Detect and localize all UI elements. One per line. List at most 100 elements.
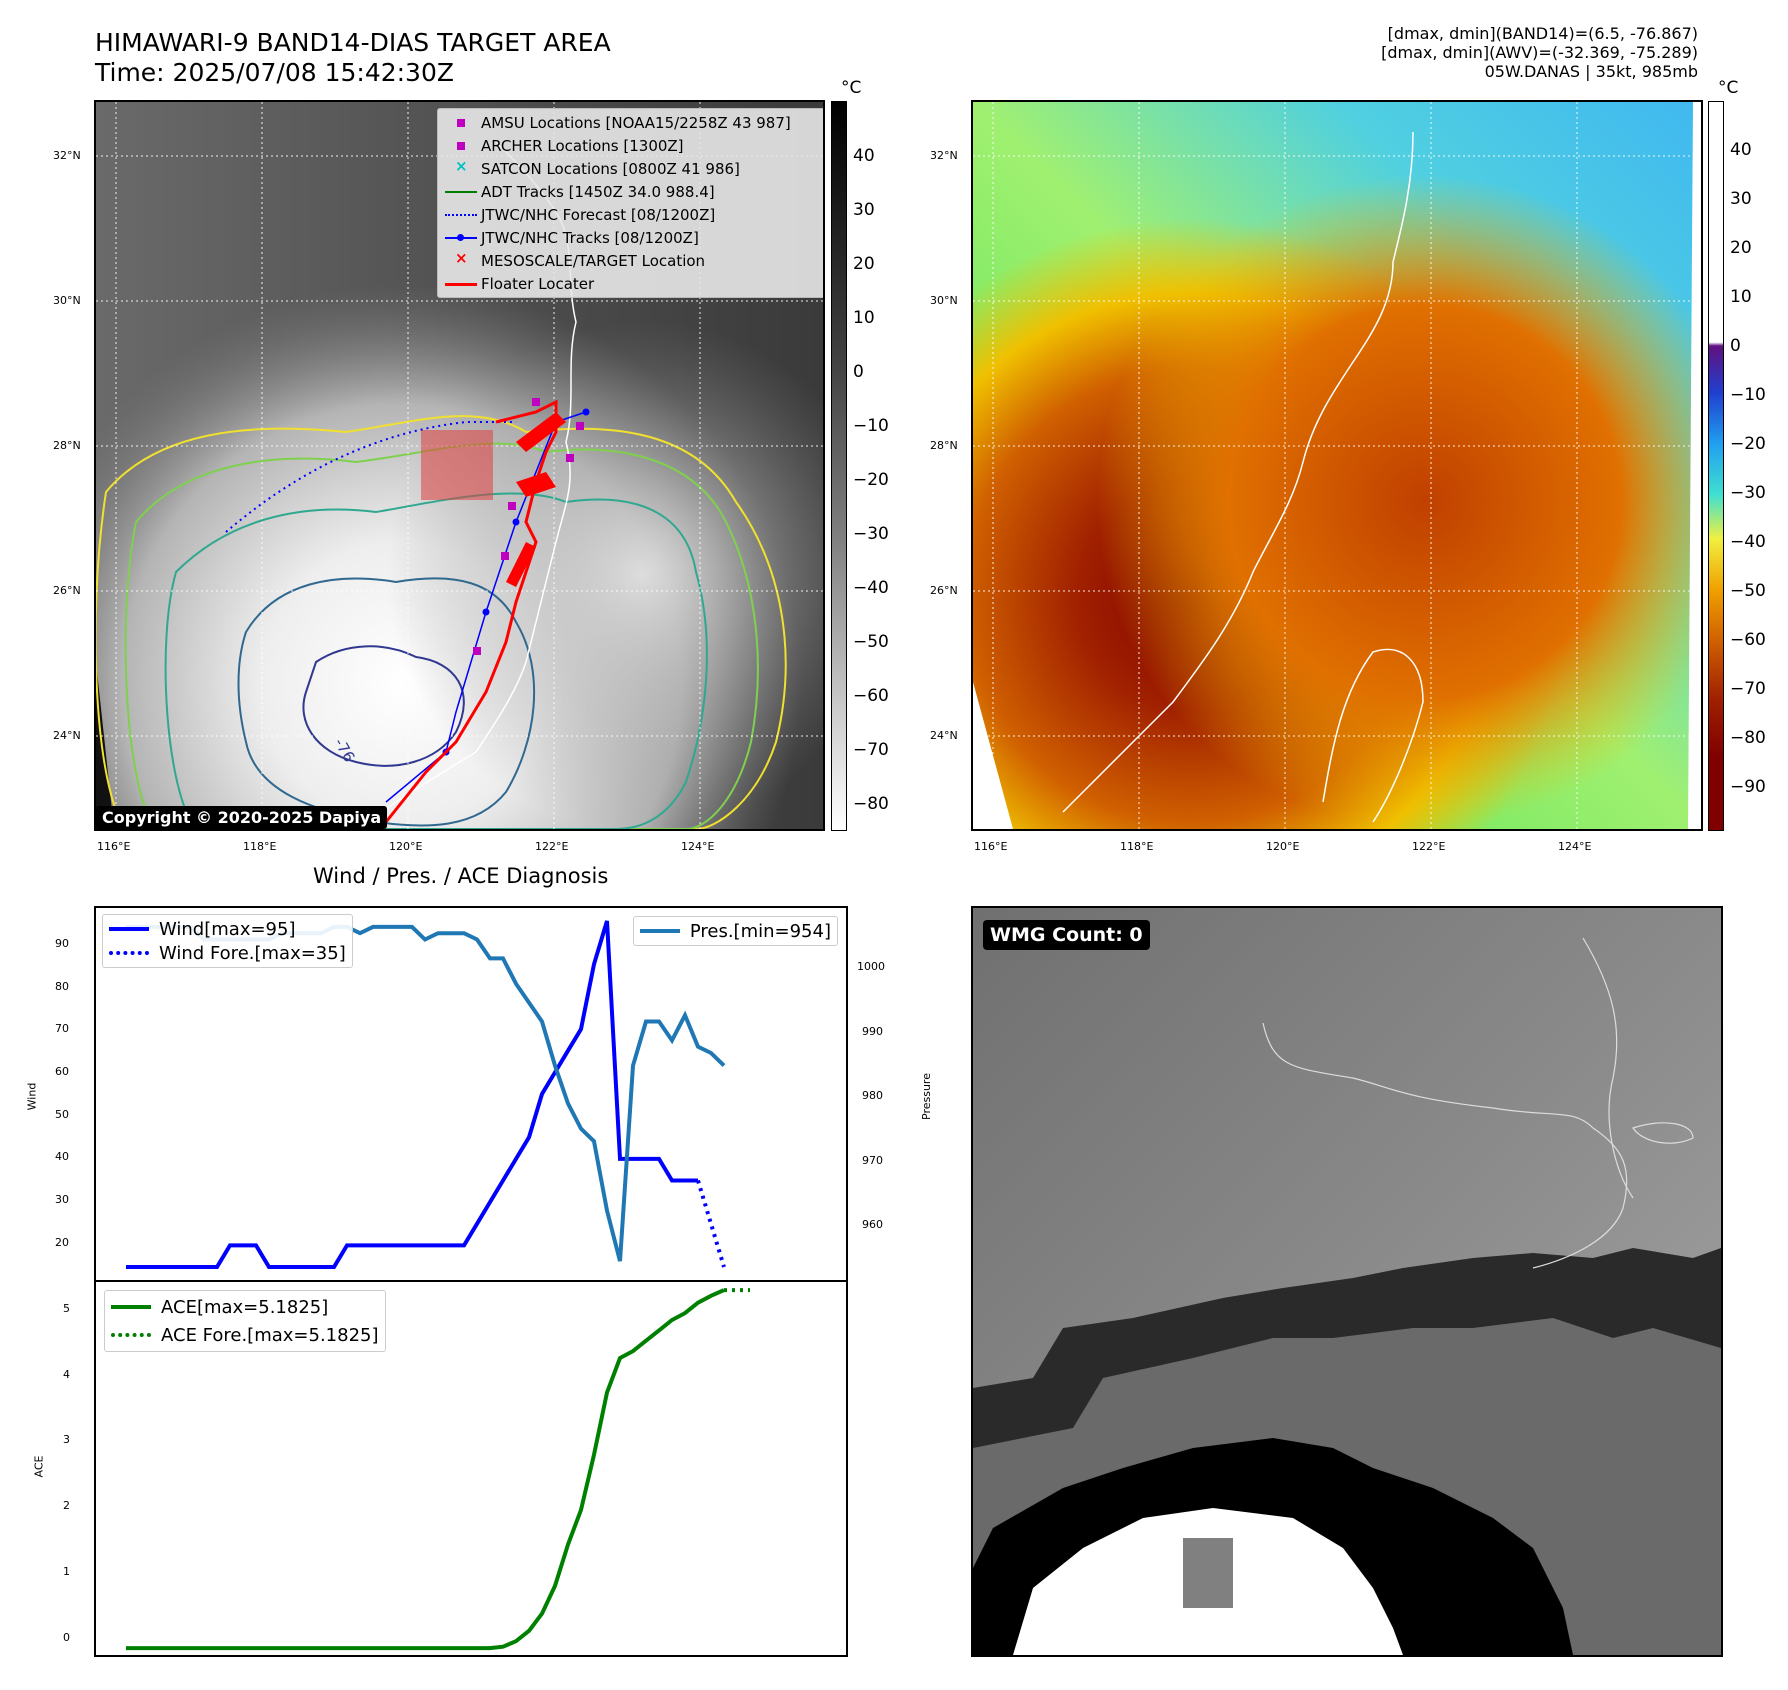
cb-tick: −70 [1730,679,1766,699]
legend-item-jtwc-tracks: JTWC/NHC Tracks [08/1200Z] [441,226,821,249]
legend-item-adt: ADT Tracks [1450Z 34.0 988.4] [441,180,821,203]
ace-tick: 4 [63,1368,70,1381]
cb-tick: −20 [1730,434,1766,454]
lon-label: 116°E [97,840,131,853]
ace-tick: 2 [63,1499,70,1512]
wind-tick: 60 [55,1065,69,1078]
title-line-2: Time: 2025/07/08 15:42:30Z [95,58,454,87]
cb-tick: −40 [1730,532,1766,552]
cb-tick: 20 [1730,238,1752,258]
lat-label: 30°N [930,294,958,307]
right-colorbar [1708,101,1724,831]
legend-item-amsu: AMSU Locations [NOAA15/2258Z 43 987] [441,111,821,134]
lat-label: 28°N [930,439,958,452]
left-colorbar-unit: °C [841,78,862,98]
legend-item-jtwc-forecast: JTWC/NHC Forecast [08/1200Z] [441,203,821,226]
cb-tick: −90 [1730,777,1766,797]
lat-label: 26°N [930,584,958,597]
ace-legend-row: ACE[max=5.1825] [111,1293,379,1321]
cb-tick: −60 [853,686,889,706]
legend-label-archer: ARCHER Locations [1300Z] [481,136,684,155]
ace-chart [126,1288,750,1651]
lat-label: 32°N [930,149,958,162]
ace-panel: ACE[max=5.1825] ACE Fore.[max=5.1825] [94,1280,848,1657]
pres-tick: 980 [862,1089,883,1102]
wind-legend-label: Wind[max=95] [159,918,296,940]
storm-info: [dmax, dmin](BAND14)=(6.5, -76.867) [dma… [1381,24,1698,81]
lat-label: 26°N [53,584,81,597]
cb-tick: 30 [1730,189,1752,209]
wind-tick: 90 [55,937,69,950]
ace-series-line [126,1288,725,1651]
lon-label: 120°E [1266,840,1300,853]
lon-label: 118°E [1120,840,1154,853]
info-band14: [dmax, dmin](BAND14)=(6.5, -76.867) [1387,24,1698,43]
cb-tick: 30 [853,200,875,220]
legend-label-satcon: SATCON Locations [0800Z 41 986] [481,159,740,178]
cb-tick: 20 [853,254,875,274]
info-awv: [dmax, dmin](AWV)=(-32.369, -75.289) [1381,43,1698,62]
cb-tick: 10 [1730,287,1752,307]
pres-tick: 990 [862,1025,883,1038]
cb-tick: −30 [853,524,889,544]
title-line-1: HIMAWARI-9 BAND14-DIAS TARGET AREA [95,28,611,57]
lat-label: 24°N [930,729,958,742]
legend-item-archer: ARCHER Locations [1300Z] [441,134,821,157]
wmg-count-badge: WMG Count: 0 [983,920,1150,950]
lat-label: 32°N [53,149,81,162]
band14-map-panel: -76 AMSU Locations [NOA [94,100,825,831]
lon-label: 124°E [681,840,715,853]
diagnosis-title: Wind / Pres. / ACE Diagnosis [313,864,609,888]
lon-label: 116°E [974,840,1008,853]
legend-item-satcon: × SATCON Locations [0800Z 41 986] [455,157,740,178]
wind-tick: 80 [55,980,69,993]
cb-tick: −80 [853,794,889,814]
wind-legend-row: Wind[max=95] [109,917,346,941]
legend-label-floater: Floater Locater [481,274,595,293]
wind-ylabel: Wind [25,1082,39,1111]
ace-fore-legend-label: ACE Fore.[max=5.1825] [161,1324,379,1346]
lat-label: 24°N [53,729,81,742]
legend-label-target: MESOSCALE/TARGET Location [481,251,706,270]
pres-tick: 1000 [857,960,885,973]
ace-fore-legend-row: ACE Fore.[max=5.1825] [111,1321,379,1349]
wind-series-line [126,920,698,1269]
legend-label-jtwc-tracks: JTWC/NHC Tracks [08/1200Z] [481,228,699,247]
awv-map [973,102,1701,829]
pressure-legend: Pres.[min=954] [632,916,838,946]
cb-tick: −40 [853,578,889,598]
cb-tick: 10 [853,308,875,328]
pres-tick: 970 [862,1154,883,1167]
wmg-panel: WMG Count: 0 [971,906,1723,1657]
wind-tick: 70 [55,1022,69,1035]
wind-fore-legend-label: Wind Fore.[max=35] [159,942,346,964]
cb-tick: −70 [853,740,889,760]
lon-label: 124°E [1558,840,1592,853]
wind-forecast-line [696,1179,726,1268]
copyright-badge: Copyright © 2020-2025 Dapiya [96,806,388,829]
cb-tick: 0 [853,362,864,382]
wind-tick: 20 [55,1236,69,1249]
wind-fore-legend-row: Wind Fore.[max=35] [109,941,346,965]
wind-pressure-panel: Wind[max=95] Wind Fore.[max=35] Pres.[mi… [94,906,848,1282]
ace-legend: ACE[max=5.1825] ACE Fore.[max=5.1825] [104,1290,386,1352]
info-storm: 05W.DANAS | 35kt, 985mb [1484,62,1698,81]
ace-tick: 5 [63,1302,70,1315]
wind-legend: Wind[max=95] Wind Fore.[max=35] [102,914,353,968]
legend-item-floater: Floater Locater [441,272,821,295]
cb-tick: −20 [853,470,889,490]
right-colorbar-unit: °C [1718,78,1739,98]
legend-label-amsu: AMSU Locations [NOAA15/2258Z 43 987] [481,113,791,132]
left-colorbar [831,101,847,831]
legend-item-target: × MESOSCALE/TARGET Location [455,249,706,270]
legend-label-adt: ADT Tracks [1450Z 34.0 988.4] [481,182,715,201]
wind-tick: 40 [55,1150,69,1163]
lon-label: 122°E [535,840,569,853]
legend-label-jtwc-forecast: JTWC/NHC Forecast [08/1200Z] [481,205,716,224]
pressure-ylabel: Pressure [919,1073,933,1120]
ace-tick: 3 [63,1433,70,1446]
pres-tick: 960 [862,1218,883,1231]
ace-ylabel: ACE [32,1455,46,1478]
cb-tick: −80 [1730,728,1766,748]
lon-label: 120°E [389,840,423,853]
